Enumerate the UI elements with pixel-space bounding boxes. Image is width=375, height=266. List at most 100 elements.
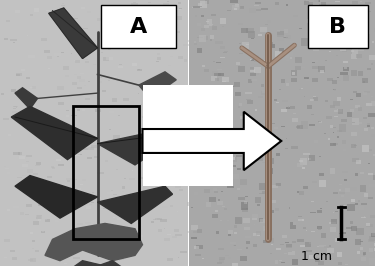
Bar: [235, 92, 241, 95]
Bar: [244, 201, 248, 204]
Bar: [79, 130, 82, 132]
Bar: [257, 204, 260, 206]
Bar: [339, 189, 341, 191]
Bar: [350, 98, 353, 100]
Bar: [55, 136, 56, 137]
Bar: [256, 9, 261, 11]
Bar: [366, 223, 370, 226]
Bar: [4, 166, 6, 167]
Bar: [85, 98, 90, 100]
Bar: [356, 54, 362, 58]
Bar: [292, 72, 296, 75]
Bar: [217, 248, 224, 250]
Bar: [285, 242, 289, 243]
Bar: [16, 73, 22, 76]
Bar: [34, 250, 39, 252]
Bar: [237, 249, 242, 250]
Bar: [363, 81, 365, 83]
Bar: [152, 221, 154, 223]
Bar: [254, 235, 257, 236]
Bar: [183, 44, 189, 46]
Bar: [220, 57, 225, 58]
Bar: [203, 160, 207, 162]
Bar: [83, 28, 88, 30]
Bar: [103, 57, 109, 61]
Bar: [291, 146, 298, 148]
Bar: [28, 107, 35, 110]
Bar: [192, 151, 195, 154]
Bar: [271, 244, 273, 245]
Bar: [364, 127, 368, 131]
Bar: [360, 241, 363, 243]
Bar: [365, 39, 368, 40]
Bar: [252, 214, 258, 218]
Bar: [19, 156, 26, 159]
Bar: [42, 231, 44, 232]
Bar: [290, 57, 292, 59]
Bar: [337, 77, 339, 78]
Bar: [352, 118, 359, 125]
Bar: [351, 51, 354, 52]
Bar: [232, 263, 238, 266]
Bar: [300, 158, 307, 165]
Bar: [360, 247, 363, 250]
Bar: [312, 62, 315, 63]
Bar: [152, 97, 157, 100]
Bar: [342, 140, 345, 144]
Bar: [94, 156, 98, 158]
Bar: [98, 172, 104, 174]
Bar: [139, 130, 144, 132]
Bar: [129, 20, 134, 23]
Bar: [313, 4, 319, 9]
Bar: [246, 208, 248, 209]
Bar: [109, 227, 114, 229]
Bar: [309, 255, 314, 259]
Bar: [255, 2, 261, 3]
Bar: [301, 39, 309, 46]
Bar: [221, 191, 223, 192]
Bar: [138, 69, 140, 70]
Bar: [91, 260, 95, 263]
Bar: [1, 93, 4, 95]
Bar: [318, 227, 321, 230]
Bar: [72, 82, 77, 85]
Bar: [98, 81, 102, 83]
Bar: [80, 138, 85, 139]
Bar: [299, 191, 304, 195]
Bar: [335, 238, 339, 242]
Bar: [172, 41, 177, 43]
Bar: [362, 34, 366, 38]
Bar: [217, 201, 223, 205]
Bar: [207, 19, 212, 24]
Bar: [77, 109, 80, 111]
Bar: [102, 90, 106, 92]
Bar: [227, 186, 234, 188]
Bar: [352, 49, 358, 54]
Bar: [364, 193, 368, 197]
Bar: [228, 230, 233, 234]
Bar: [82, 179, 87, 181]
Bar: [109, 111, 114, 113]
Bar: [179, 152, 183, 154]
Bar: [318, 210, 322, 213]
Bar: [290, 106, 295, 109]
Bar: [357, 251, 360, 254]
Bar: [30, 87, 33, 88]
Bar: [339, 124, 346, 132]
Bar: [240, 256, 247, 261]
Bar: [202, 65, 205, 66]
Bar: [75, 38, 81, 40]
Bar: [367, 125, 370, 127]
Bar: [361, 217, 366, 218]
Bar: [261, 143, 264, 145]
Bar: [257, 157, 263, 161]
Bar: [60, 205, 66, 208]
Bar: [137, 235, 143, 237]
Bar: [32, 86, 36, 89]
Bar: [57, 221, 59, 222]
Bar: [277, 30, 280, 32]
Bar: [313, 15, 318, 17]
Bar: [258, 147, 262, 151]
Bar: [300, 245, 305, 247]
Bar: [58, 164, 64, 166]
